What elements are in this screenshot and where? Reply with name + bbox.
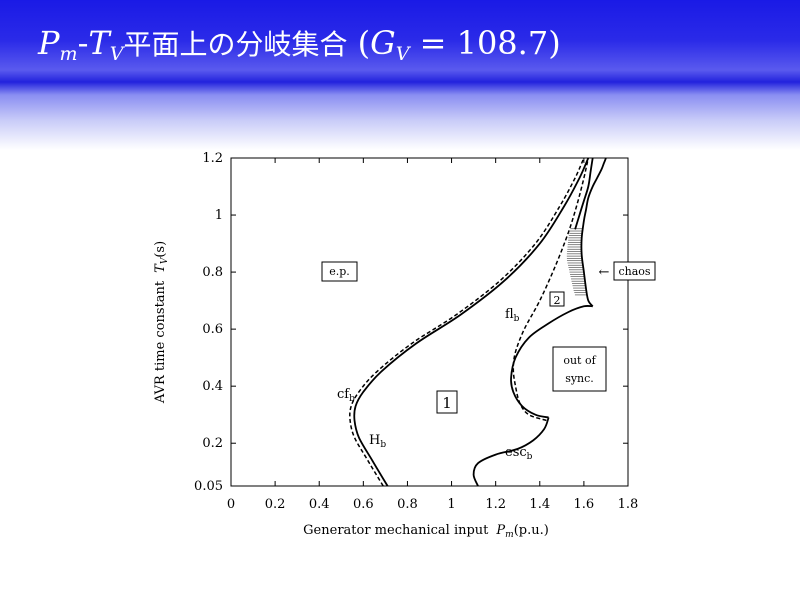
x-tick-label: 1.6 <box>574 497 595 512</box>
x-tick-label: 0 <box>227 497 235 512</box>
esc-label: escb <box>505 445 533 462</box>
x-tick-label: 1.4 <box>529 497 550 512</box>
x-axis-title: Generator mechanical input Pm(p.u.) <box>303 523 549 540</box>
curve-cf <box>349 158 585 486</box>
chaos-box <box>613 261 656 281</box>
x-axis-ticks: 0 0.2 0.4 0.6 0.8 1 1.2 1.4 1.6 1.8 <box>227 158 638 512</box>
chaos-hatch <box>566 228 588 296</box>
x-tick-label: 1.2 <box>485 497 506 512</box>
title-jp-text: 平面上の分岐集合 <box>123 28 348 61</box>
ep-box <box>321 261 358 282</box>
out-of-sync-line1: out of <box>563 354 596 367</box>
title-tv-symbol: T <box>88 24 110 62</box>
x-tick-label: 1 <box>447 497 455 512</box>
fl-label-sub: b <box>514 314 520 324</box>
y-tick-label: 0.05 <box>194 479 223 494</box>
region-1-label: 1 <box>442 394 452 412</box>
x-axis-sub: m <box>505 530 514 540</box>
x-axis-symbol: P <box>495 523 505 538</box>
region-2-label: 2 <box>554 294 561 307</box>
fl-label-base: fl <box>505 307 514 322</box>
x-tick-label: 0.6 <box>353 497 374 512</box>
out-of-sync-line2: sync. <box>565 372 594 385</box>
y-axis-sub: V <box>160 256 170 264</box>
ep-label: e.p. <box>329 265 350 278</box>
y-tick-label: 1 <box>215 208 223 223</box>
y-tick-label: 0.6 <box>202 322 223 337</box>
curves <box>349 158 607 486</box>
h-label-sub: b <box>380 440 386 450</box>
y-axis-unit: (s) <box>153 241 168 258</box>
x-tick-label: 0.4 <box>309 497 330 512</box>
region-1-box <box>436 390 458 414</box>
curve-esc <box>472 417 550 486</box>
x-tick-label: 0.2 <box>265 497 286 512</box>
cf-label-sub: b <box>349 394 355 404</box>
chaos-label: chaos <box>618 265 650 278</box>
title-gv-sub: V <box>395 43 410 65</box>
curve-fl-upper <box>574 158 594 230</box>
plot-frame <box>230 157 629 487</box>
cf-label-base: cf <box>337 387 350 402</box>
y-tick-label: 0.2 <box>202 436 223 451</box>
fl-label: flb <box>505 307 520 324</box>
chaos-arrow: ← <box>599 265 610 280</box>
region-2-box <box>549 291 565 307</box>
title-band <box>0 0 800 150</box>
esc-label-sub: b <box>527 452 533 462</box>
title-pm-sub: m <box>59 43 78 65</box>
cf-label: cfb <box>337 387 355 404</box>
h-label: Hb <box>369 433 386 450</box>
title-gv-symbol: G <box>370 24 396 62</box>
curve-H <box>353 158 590 486</box>
y-axis-ticks: 0.05 0.2 0.4 0.6 0.8 1 1.2 <box>194 151 628 494</box>
out-of-sync-box <box>552 346 607 392</box>
y-tick-label: 0.8 <box>202 265 223 280</box>
slide-title: Pm-TV平面上の分岐集合 (GV = 108.7) <box>38 18 561 68</box>
esc-label-base: esc <box>505 445 527 460</box>
h-label-base: H <box>369 433 380 448</box>
curve-chaos-edge <box>580 158 607 307</box>
curve-boundary <box>510 305 593 419</box>
y-axis-label: AVR time constant <box>153 280 168 404</box>
y-axis-symbol: T <box>153 263 168 273</box>
x-axis-label: Generator mechanical input <box>303 523 489 538</box>
title-close-paren: ) <box>548 24 561 62</box>
y-tick-label: 1.2 <box>202 151 223 166</box>
x-tick-label: 1.8 <box>618 497 639 512</box>
y-axis-title: AVR time constant TV(s) <box>153 241 170 404</box>
title-gv-expr: = 108.7 <box>409 24 549 62</box>
x-axis-unit: (p.u.) <box>514 523 549 538</box>
title-dash: - <box>77 24 89 62</box>
title-tv-sub: V <box>109 43 124 65</box>
y-tick-label: 0.4 <box>202 379 223 394</box>
title-pm-symbol: P <box>38 24 60 62</box>
x-tick-label: 0.8 <box>397 497 418 512</box>
title-open-paren: ( <box>357 24 371 62</box>
